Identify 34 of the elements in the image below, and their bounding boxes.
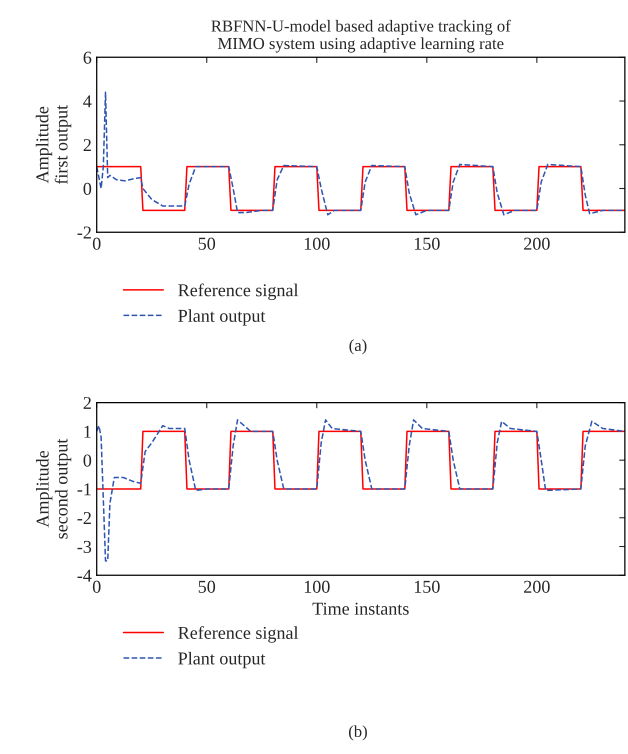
x-tick-label: 100 (304, 238, 330, 250)
x-tick-label: 150 (414, 238, 440, 250)
x-tick-label: 200 (524, 580, 550, 593)
legend-label: Reference signal (178, 283, 298, 300)
chart-title: RBFNN-U-model based adaptive tracking of MIMO system using adaptive learning rate (211, 20, 511, 53)
y-tick-label: 6 (84, 52, 92, 64)
y-axis-title: Amplitude second output (36, 438, 72, 539)
y-tick-label: -1 (77, 483, 91, 496)
x-tick-label: 50 (198, 580, 216, 593)
y-tick-label: 1 (84, 426, 91, 438)
y-tick-label: -2 (77, 226, 91, 238)
x-tick-label: 200 (524, 238, 550, 250)
y-axis-title: Amplitude first output (36, 105, 72, 184)
text: (b) (348, 725, 367, 740)
legend-label: Plant output (178, 309, 266, 326)
x-tick-label: 50 (198, 238, 216, 250)
line-series (96, 419, 625, 562)
legend-label: Reference signal (178, 626, 298, 643)
text: (a) (349, 339, 366, 354)
x-tick-label: 150 (414, 580, 440, 593)
x-tick-label: 0 (92, 238, 101, 250)
legend-label: Plant output (178, 652, 266, 668)
y-tick-label: -3 (77, 540, 92, 553)
y-tick-label: 2 (84, 396, 91, 409)
y-tick-label: 2 (84, 139, 91, 152)
y-tick-label: 0 (84, 182, 92, 195)
y-tick-label: -4 (77, 570, 92, 582)
x-tick-label: 100 (304, 580, 330, 593)
y-tick-label: -2 (77, 512, 91, 524)
x-tick-label: 0 (92, 580, 101, 593)
x-axis-title: Time instants (312, 602, 409, 615)
line-series (96, 92, 625, 216)
y-tick-label: 4 (83, 95, 92, 108)
y-tick-label: 0 (84, 454, 92, 467)
